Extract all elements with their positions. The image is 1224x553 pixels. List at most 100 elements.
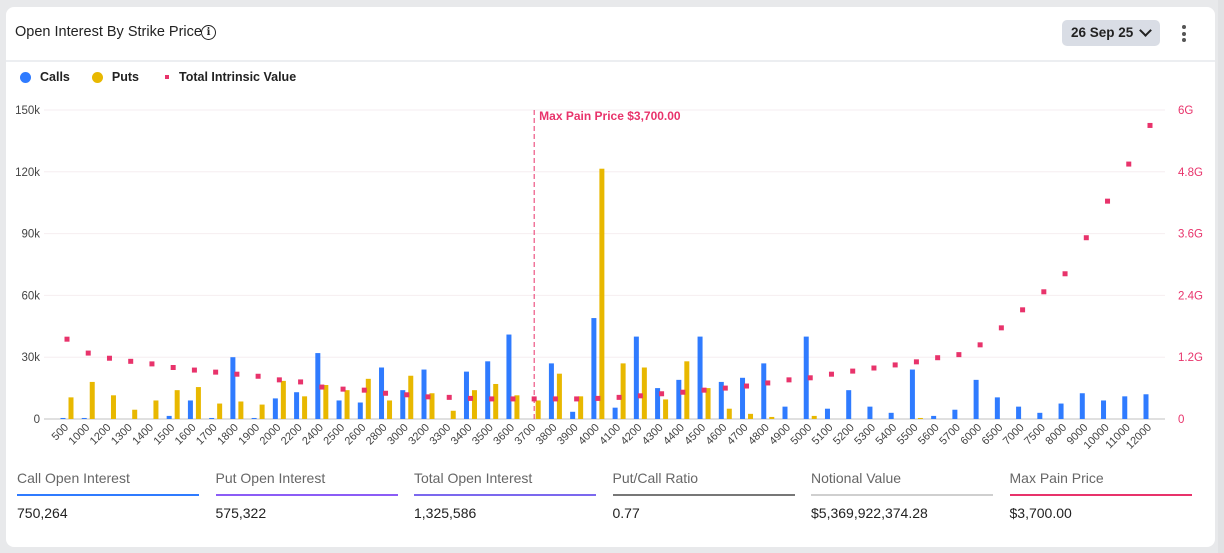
intrinsic-point — [213, 369, 219, 375]
intrinsic-point — [1147, 122, 1153, 128]
y-tick-label: 0 — [34, 414, 40, 426]
x-tick-label: 5200 — [831, 422, 857, 448]
x-tick-label: 5400 — [873, 422, 899, 448]
x-tick-label: 2000 — [258, 422, 284, 448]
stat-notional-value: Notional Value $5,369,922,374.28 — [811, 470, 993, 521]
call-bar — [1101, 400, 1107, 419]
x-tick-label: 2800 — [364, 422, 390, 448]
intrinsic-point — [85, 350, 91, 356]
intrinsic-point — [807, 375, 813, 381]
call-bar — [400, 390, 406, 419]
call-bar — [1016, 406, 1022, 419]
intrinsic-point — [128, 358, 134, 364]
stat-value: 1,325,586 — [414, 505, 477, 521]
put-bar — [471, 390, 477, 419]
kebab-menu-icon[interactable] — [1182, 25, 1188, 45]
x-tick-label: 5100 — [810, 422, 836, 448]
intrinsic-point — [170, 365, 176, 370]
expiry-date-dropdown[interactable]: 26 Sep 25 — [1062, 20, 1160, 46]
stat-label: Put Open Interest — [215, 470, 326, 486]
stat-underline — [414, 494, 596, 496]
x-tick-label: 3800 — [534, 422, 560, 448]
put-bar — [705, 388, 711, 419]
info-icon[interactable]: i — [201, 25, 216, 40]
intrinsic-point — [255, 373, 261, 379]
call-bar — [272, 398, 278, 419]
put-bar — [217, 403, 223, 419]
x-tick-label: 3400 — [449, 422, 475, 448]
put-bar — [132, 409, 138, 419]
intrinsic-point — [595, 395, 601, 401]
x-tick-label: 3600 — [491, 422, 517, 448]
put-bar — [302, 396, 308, 419]
intrinsic-point — [64, 336, 70, 342]
call-bar — [803, 336, 809, 419]
call-bar — [697, 336, 703, 419]
stat-value: 0.77 — [612, 505, 640, 521]
x-tick-label: 5700 — [937, 422, 963, 448]
call-bar — [824, 408, 830, 419]
call-bar — [740, 377, 746, 419]
open-interest-card: Open Interest By Strike Price i 26 Sep 2… — [6, 7, 1215, 547]
legend-calls[interactable]: Calls — [20, 70, 70, 84]
page-scrollbar[interactable] — [1218, 0, 1224, 553]
stat-label: Notional Value — [811, 470, 902, 486]
x-tick-label: 1200 — [88, 422, 114, 448]
intrinsic-point — [935, 355, 941, 361]
put-bar — [578, 396, 584, 419]
x-tick-label: 1800 — [215, 422, 241, 448]
intrinsic-point — [786, 377, 792, 383]
intrinsic-point — [977, 342, 983, 348]
x-tick-label: 1700 — [194, 422, 220, 448]
y-tick-label: 30k — [21, 352, 40, 364]
stat-put-open-interest: Put Open Interest 575,322 — [215, 470, 398, 521]
stat-underline — [1009, 494, 1192, 496]
intrinsic-point — [765, 380, 771, 386]
y-tick-label: 90k — [21, 229, 40, 241]
expiry-date-label: 26 Sep 25 — [1071, 25, 1134, 40]
intrinsic-point — [637, 393, 643, 399]
x-tick-label: 3900 — [555, 422, 581, 448]
intrinsic-point — [1126, 161, 1132, 167]
stat-value: 750,264 — [17, 505, 68, 521]
put-bar — [620, 363, 626, 419]
call-bar — [187, 400, 193, 419]
put-bar — [429, 393, 435, 419]
call-bar — [591, 318, 597, 419]
intrinsic-point — [892, 362, 898, 368]
put-bar — [811, 415, 817, 419]
x-tick-label: 1300 — [109, 422, 135, 448]
intrinsic-point — [850, 368, 856, 374]
intrinsic-point — [552, 396, 558, 402]
intrinsic-point — [340, 386, 346, 392]
y2-tick-label: 0 — [1178, 414, 1184, 426]
y2-tick-label: 3.6G — [1178, 229, 1203, 241]
legend-intrinsic[interactable]: Total Intrinsic Value — [161, 70, 296, 84]
x-tick-label: 2200 — [279, 422, 305, 448]
stat-label: Total Open Interest — [414, 470, 533, 486]
call-bar — [485, 361, 491, 419]
stat-label: Max Pain Price — [1009, 470, 1104, 486]
x-tick-label: 3700 — [512, 422, 538, 448]
stat-label: Put/Call Ratio — [612, 470, 699, 486]
x-tick-label: 3000 — [385, 422, 411, 448]
put-bar — [344, 390, 350, 419]
y-tick-label: 60k — [21, 290, 40, 302]
x-tick-label: 1900 — [236, 422, 262, 448]
x-tick-label: 4900 — [767, 422, 793, 448]
put-bar — [110, 395, 116, 419]
x-tick-label: 6000 — [958, 422, 984, 448]
intrinsic-point — [319, 384, 325, 390]
put-bar — [259, 404, 265, 419]
intrinsic-point — [680, 389, 686, 395]
y2-tick-label: 2.4G — [1178, 290, 1203, 302]
x-tick-label: 1600 — [173, 422, 199, 448]
legend-puts[interactable]: Puts — [91, 70, 139, 84]
put-bar — [556, 373, 562, 419]
call-bar — [888, 412, 894, 419]
x-tick-label: 4600 — [704, 422, 730, 448]
legend-label: Calls — [40, 70, 70, 84]
call-bar — [379, 367, 385, 419]
put-bar — [280, 380, 286, 419]
put-bar — [68, 397, 74, 419]
